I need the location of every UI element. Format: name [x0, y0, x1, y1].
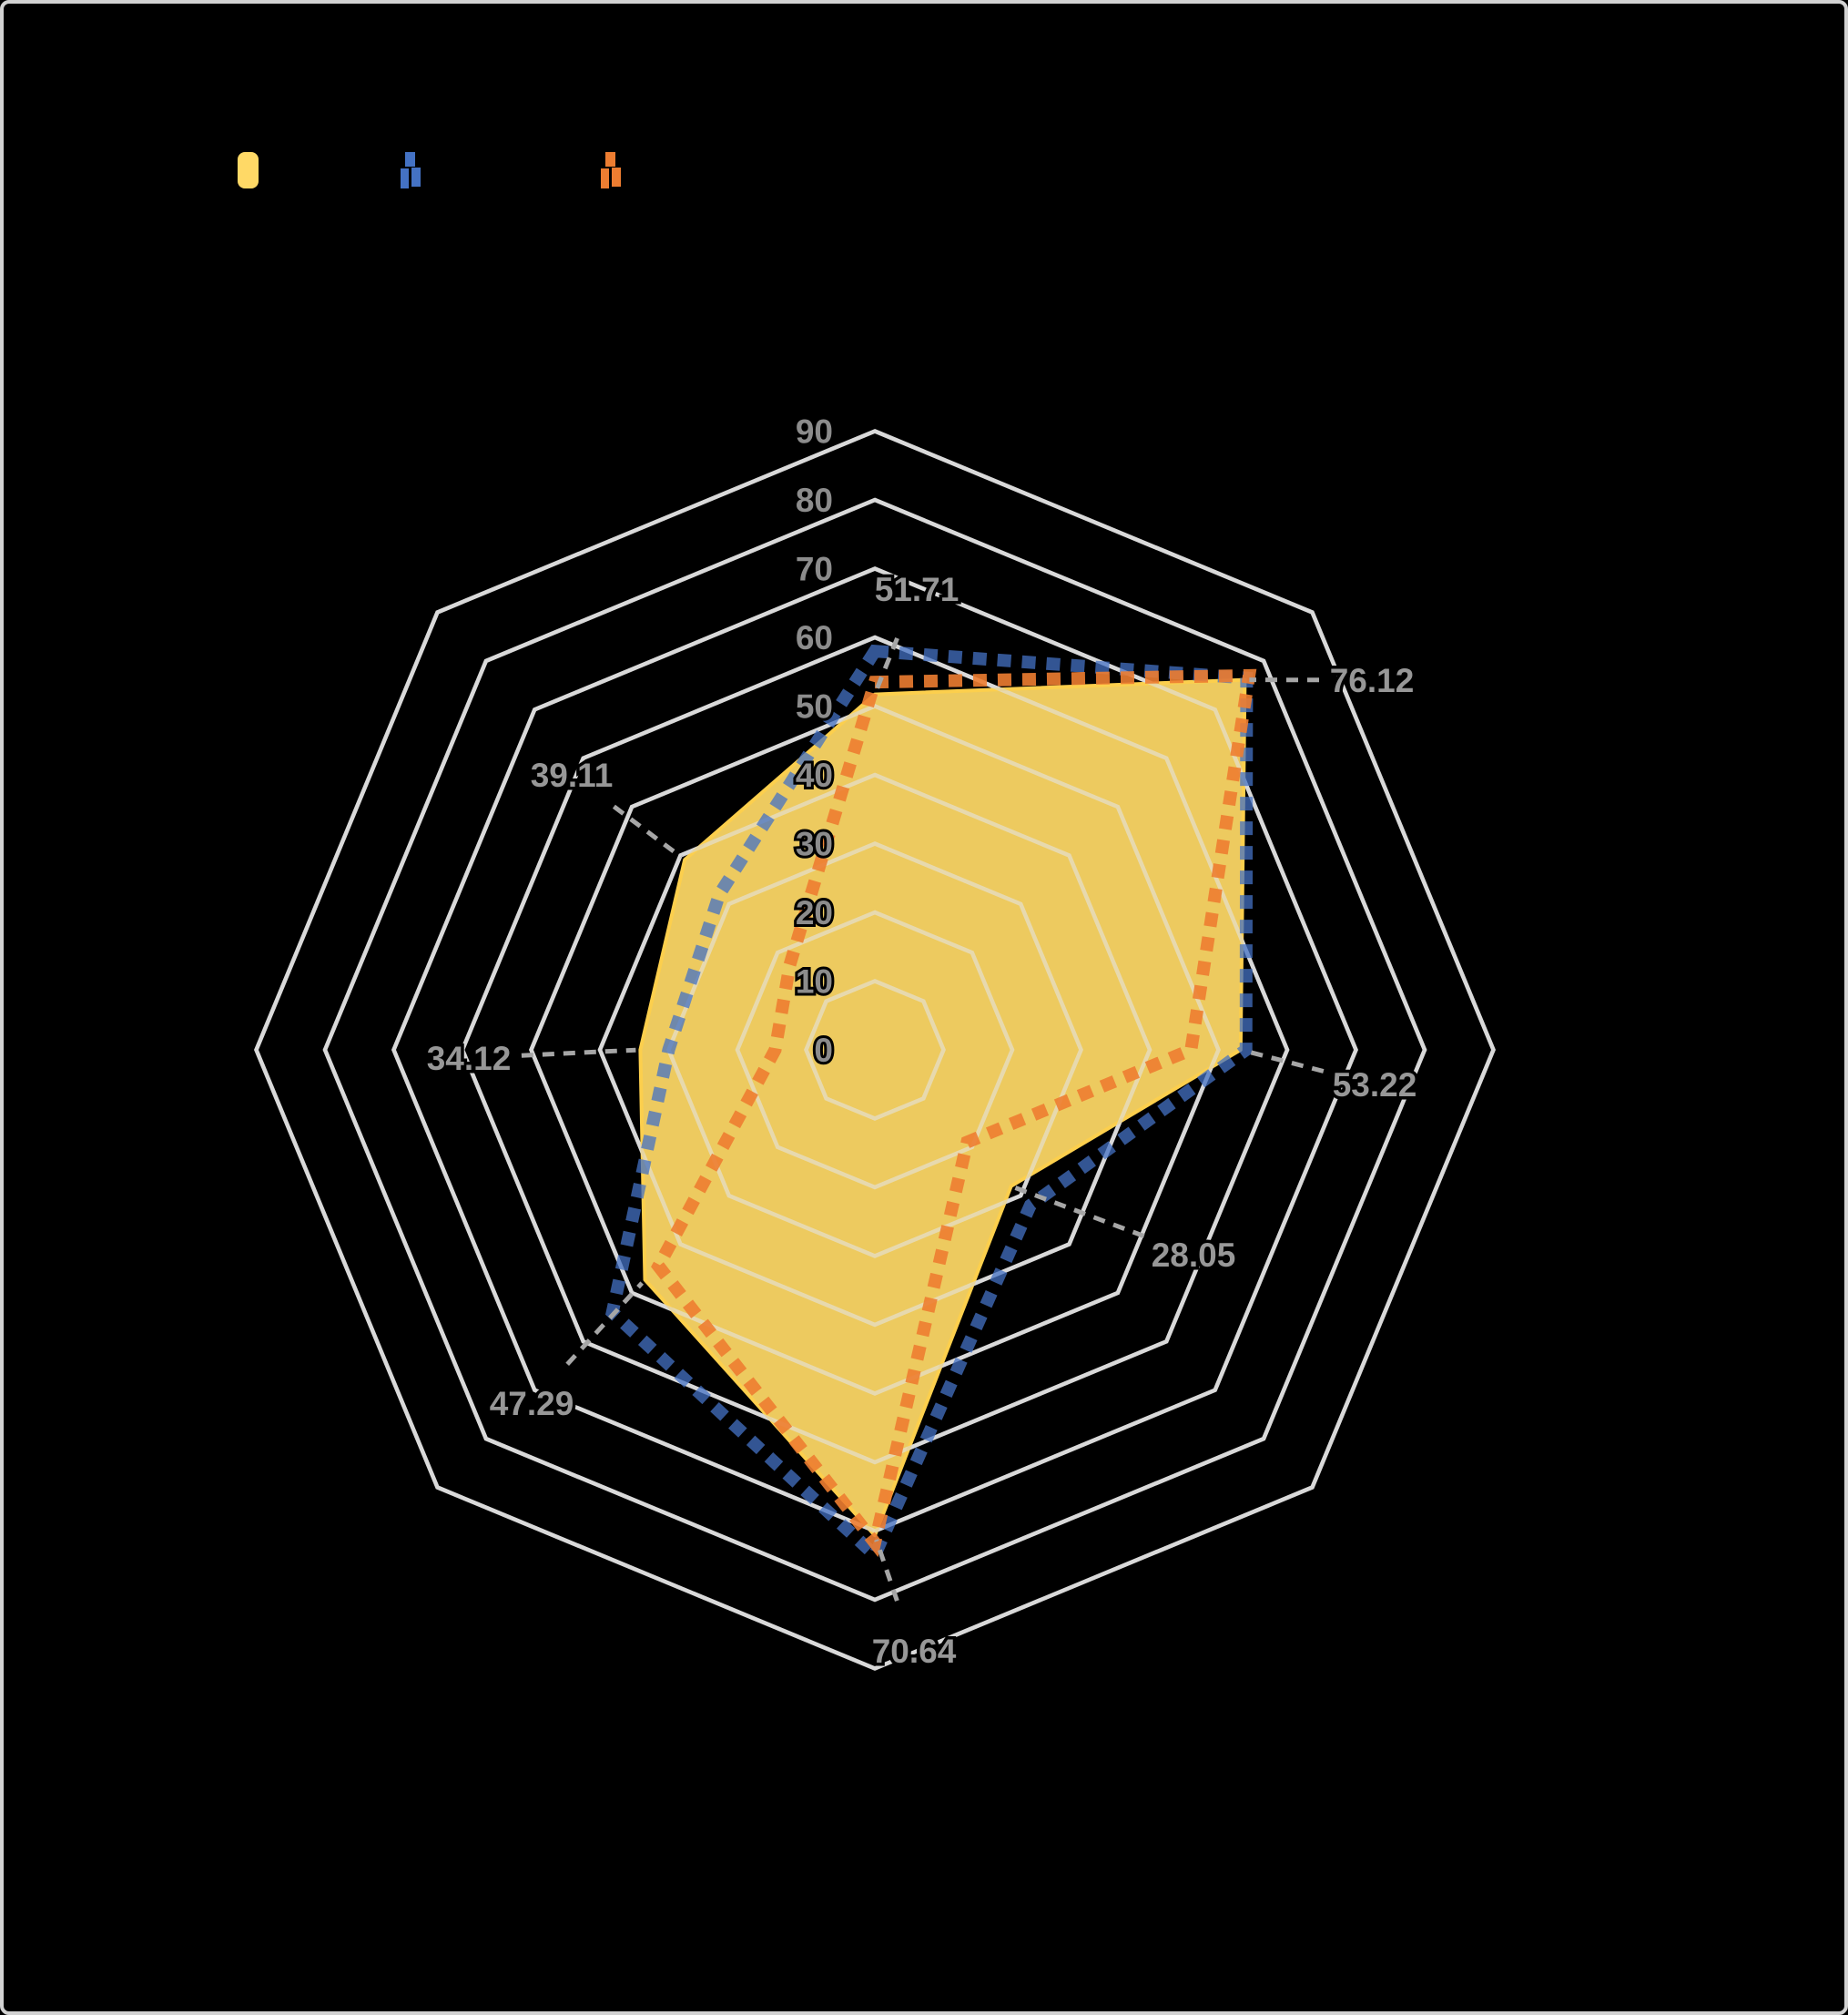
data-label: 34.12: [427, 1040, 512, 1077]
data-label: 51.71: [875, 571, 960, 608]
radar-chart: 51.71 76.12 53.22 28.05 70.64 47.29 34.12 39.11…: [254, 411, 1496, 1674]
radial-tick-label-80: 80: [796, 482, 833, 519]
legend-marker-filled-square-icon: [238, 152, 259, 188]
legend-item-series-1[interactable]: [238, 152, 271, 188]
data-label: 47.29: [490, 1385, 574, 1422]
radial-tick-label-40: 40: [796, 757, 833, 794]
radial-tick-label-60: 60: [796, 619, 833, 656]
radial-tick-label-20: 20: [796, 894, 833, 931]
legend-marker-dashed-line-icon: [601, 152, 623, 189]
radial-axis-tick-labels: 0 10 20 30 40 50 60 70 80 90: [793, 411, 836, 1073]
data-label-leader-line: [1014, 1186, 1145, 1238]
series-2-dashed-blue-line[interactable]: [605, 644, 1254, 1566]
data-label-leader-line: [521, 1047, 636, 1058]
radial-tick-label-50: 50: [796, 688, 833, 726]
data-label-leader-line: [565, 1281, 645, 1366]
legend-marker-dashed-line-icon: [401, 152, 422, 189]
data-label: 39.11: [531, 757, 614, 794]
data-label: 28.05: [1152, 1236, 1236, 1274]
radial-tick-label-10: 10: [796, 963, 833, 1001]
data-label-leader-line: [612, 804, 683, 860]
data-label-leader-line: [874, 1539, 899, 1602]
legend-item-series-2[interactable]: [401, 152, 435, 189]
legend-item-series-3[interactable]: [601, 152, 635, 189]
data-label: 70.64: [872, 1633, 957, 1670]
grid-rings-overlay: [254, 429, 1496, 1671]
radial-tick-label-90: 90: [796, 413, 833, 451]
data-label-leader-line: [1244, 1048, 1325, 1074]
data-labels: 51.71 76.12 53.22 28.05 70.64 47.29 34.12 39.11: [423, 568, 1420, 1674]
data-label: 76.12: [1330, 662, 1415, 699]
data-label: 53.22: [1333, 1066, 1417, 1104]
data-label-leader-line: [874, 636, 899, 691]
radial-tick-label-70: 70: [796, 551, 833, 588]
series-3-dashed-orange-line[interactable]: [651, 668, 1257, 1558]
radial-tick-label-30: 30: [796, 826, 833, 863]
radial-tick-label-0: 0: [814, 1032, 833, 1069]
